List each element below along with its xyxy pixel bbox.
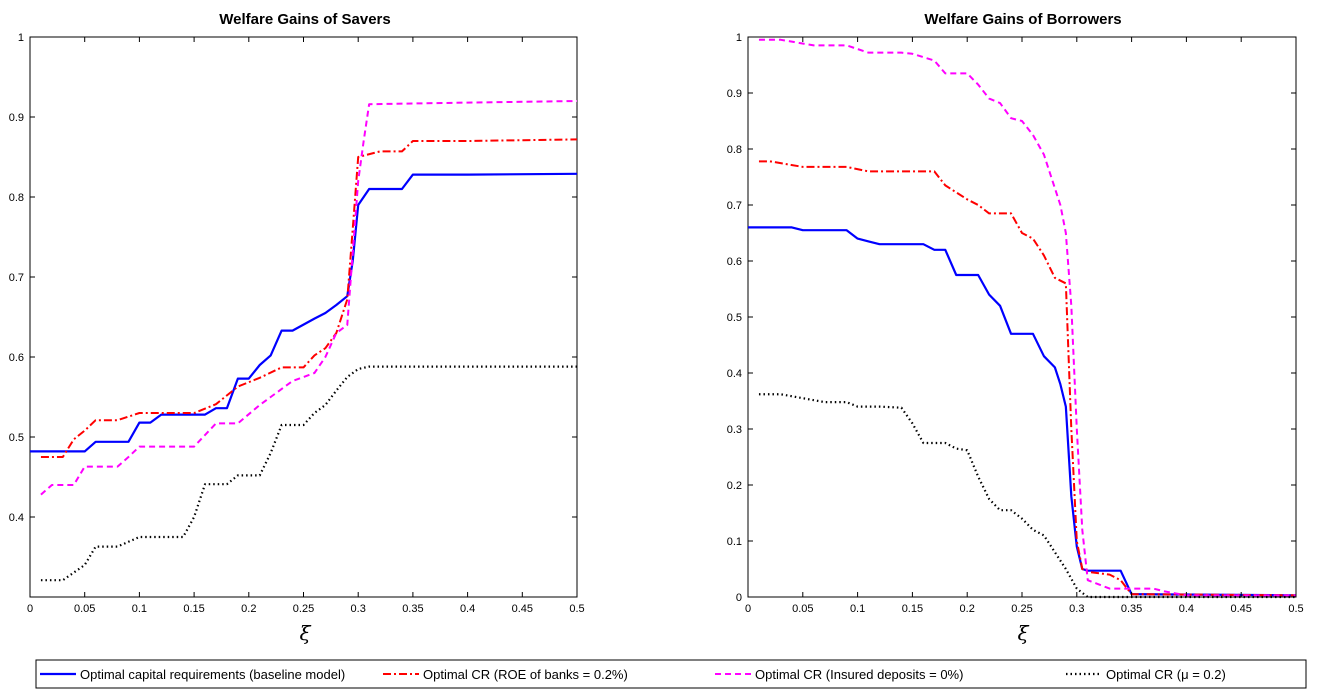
borrowers-ytick-label: 0 <box>736 592 742 604</box>
savers-ytick-label: 0.5 <box>9 432 24 444</box>
savers-xtick-label: 0.5 <box>569 603 584 615</box>
savers-chart: Welfare Gains of Savers ξ 0 0.05 0.1 0.15 0.… <box>9 11 585 645</box>
borrowers-ytick-label: 0.5 <box>727 312 742 324</box>
legend-label-roe: Optimal CR (ROE of banks = 0.2%) <box>423 667 628 682</box>
borrowers-ytick-label: 0.9 <box>727 88 742 100</box>
borrowers-ytick-label: 0.6 <box>727 256 742 268</box>
savers-plot-area <box>29 36 578 598</box>
borrowers-ytick-label: 0.3 <box>727 424 742 436</box>
savers-xtick-label: 0 <box>27 603 33 615</box>
borrowers-series-0 <box>748 226 1297 597</box>
savers-series-0 <box>30 172 578 453</box>
legend-label-insured: Optimal CR (Insured deposits = 0%) <box>755 667 963 682</box>
savers-xtick-label: 0.1 <box>132 603 147 615</box>
borrowers-series-2 <box>758 38 1296 597</box>
legend-label-mu: Optimal CR (μ = 0.2) <box>1106 667 1226 682</box>
borrowers-xtick-label: 0.45 <box>1230 603 1251 615</box>
savers-series-1 <box>40 138 578 458</box>
borrowers-xtick-label: 0.15 <box>902 603 923 615</box>
savers-ytick-label: 1 <box>18 32 24 44</box>
savers-xtick-label: 0.05 <box>74 603 95 615</box>
savers-chart-title: Welfare Gains of Savers <box>219 11 390 28</box>
savers-xtick-label: 0.4 <box>460 603 475 615</box>
savers-ytick-label: 0.8 <box>9 192 24 204</box>
borrowers-ytick-label: 1 <box>736 32 742 44</box>
borrowers-xtick-label: 0.1 <box>850 603 865 615</box>
borrowers-xtick-label: 0 <box>745 603 751 615</box>
savers-ytick-label: 0.4 <box>9 512 24 524</box>
borrowers-xtick-label: 0.35 <box>1121 603 1142 615</box>
legend: Optimal capital requirements (baseline m… <box>35 659 1307 689</box>
savers-ytick-label: 0.9 <box>9 112 24 124</box>
borrowers-chart-xlabel: ξ <box>1017 621 1029 645</box>
savers-ytick-label: 0.6 <box>9 352 24 364</box>
borrowers-xtick-label: 0.4 <box>1179 603 1194 615</box>
borrowers-series-3 <box>758 393 1296 599</box>
savers-series-3 <box>40 365 577 582</box>
borrowers-xtick-label: 0.05 <box>792 603 813 615</box>
borrowers-ytick-label: 0.4 <box>727 368 742 380</box>
borrowers-xtick-label: 0.25 <box>1011 603 1032 615</box>
borrowers-ytick-label: 0.2 <box>727 480 742 492</box>
savers-ytick-label: 0.7 <box>9 272 24 284</box>
savers-xtick-label: 0.2 <box>241 603 256 615</box>
savers-xtick-label: 0.15 <box>183 603 204 615</box>
legend-label-baseline: Optimal capital requirements (baseline m… <box>80 667 345 682</box>
borrowers-xtick-label: 0.3 <box>1069 603 1084 615</box>
borrowers-ytick-label: 0.8 <box>727 144 742 156</box>
savers-xtick-label: 0.25 <box>293 603 314 615</box>
borrowers-ytick-label: 0.1 <box>727 536 742 548</box>
borrowers-ytick-label: 0.7 <box>727 200 742 212</box>
savers-xtick-label: 0.3 <box>351 603 366 615</box>
borrowers-xtick-label: 0.2 <box>960 603 975 615</box>
borrowers-chart-title: Welfare Gains of Borrowers <box>924 11 1121 28</box>
borrowers-series-1 <box>758 160 1297 597</box>
borrowers-chart: Welfare Gains of Borrowers ξ 0 0.05 0.1 0.1… <box>727 11 1304 645</box>
savers-xtick-label: 0.45 <box>512 603 533 615</box>
borrowers-xtick-label: 0.5 <box>1288 603 1303 615</box>
savers-chart-xlabel: ξ <box>299 621 311 645</box>
savers-xtick-label: 0.35 <box>402 603 423 615</box>
savers-series-2 <box>40 100 578 496</box>
